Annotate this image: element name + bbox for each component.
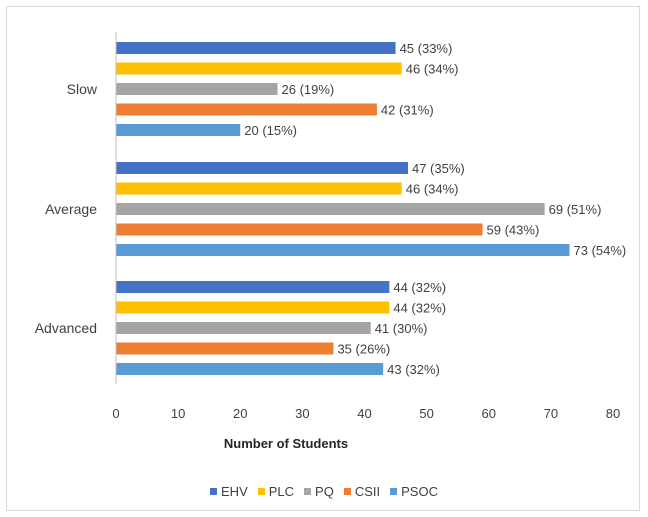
data-label-advanced-pq: 41 (30%) <box>375 321 428 336</box>
chart-frame <box>6 6 640 511</box>
x-tick-label: 80 <box>606 406 620 421</box>
x-tick-label: 50 <box>419 406 433 421</box>
legend-item-ehv: EHV <box>210 484 248 499</box>
bar-average-psoc <box>116 244 570 256</box>
bar-average-plc <box>116 182 402 195</box>
x-tick-label: 70 <box>544 406 558 421</box>
legend-label: PLC <box>268 484 295 499</box>
legend-item-csii: CSII <box>343 484 381 499</box>
legend-swatch <box>304 488 312 496</box>
bar-advanced-pq <box>116 322 371 334</box>
bar-advanced-plc <box>116 301 390 314</box>
legend-label: CSII <box>354 484 381 499</box>
bar-average-csii <box>116 223 483 236</box>
legend-swatch <box>257 488 265 496</box>
legend-label: EHV <box>221 484 248 499</box>
legend-swatch <box>343 488 351 496</box>
bar-slow-pq <box>116 83 278 95</box>
x-tick-label: 20 <box>233 406 247 421</box>
x-tick-label: 0 <box>112 406 119 421</box>
data-label-advanced-plc: 44 (32%) <box>393 301 446 316</box>
data-label-average-plc: 46 (34%) <box>406 182 459 197</box>
data-label-slow-pq: 26 (19%) <box>282 82 335 97</box>
legend-swatch <box>210 488 218 496</box>
data-label-advanced-csii: 35 (26%) <box>337 342 390 357</box>
legend-item-psoc: PSOC <box>390 484 438 499</box>
x-tick-label: 40 <box>357 406 371 421</box>
data-label-advanced-ehv: 44 (32%) <box>393 280 446 295</box>
legend-item-plc: PLC <box>257 484 295 499</box>
data-label-average-csii: 59 (43%) <box>487 223 540 238</box>
x-tick-label: 30 <box>295 406 309 421</box>
data-label-slow-plc: 46 (34%) <box>406 62 459 77</box>
x-axis-title: Number of Students <box>224 436 348 451</box>
bar-advanced-ehv <box>116 281 390 293</box>
bar-average-ehv <box>116 162 408 174</box>
bar-advanced-psoc <box>116 363 384 375</box>
bar-slow-csii <box>116 103 377 116</box>
x-tick-label: 60 <box>482 406 496 421</box>
bar-advanced-csii <box>116 342 334 355</box>
data-label-advanced-psoc: 43 (32%) <box>387 362 440 377</box>
bar-average-pq <box>116 203 545 215</box>
legend-label: PQ <box>315 484 334 499</box>
category-label-average: Average <box>45 201 97 217</box>
legend-swatch <box>390 488 398 496</box>
data-label-average-ehv: 47 (35%) <box>412 161 465 176</box>
bar-slow-psoc <box>116 124 241 136</box>
legend-label: PSOC <box>401 484 438 499</box>
legend: EHV PLC PQ CSII PSOC <box>0 484 648 499</box>
data-label-average-pq: 69 (51%) <box>549 202 602 217</box>
data-label-slow-csii: 42 (31%) <box>381 103 434 118</box>
category-label-slow: Slow <box>67 81 98 97</box>
data-label-average-psoc: 73 (54%) <box>574 243 627 258</box>
bar-slow-plc <box>116 62 402 75</box>
data-label-slow-psoc: 20 (15%) <box>244 123 297 138</box>
x-tick-label: 10 <box>171 406 185 421</box>
legend-item-pq: PQ <box>304 484 334 499</box>
bar-slow-ehv <box>116 42 396 54</box>
category-label-advanced: Advanced <box>35 320 97 336</box>
data-label-slow-ehv: 45 (33%) <box>400 41 453 56</box>
